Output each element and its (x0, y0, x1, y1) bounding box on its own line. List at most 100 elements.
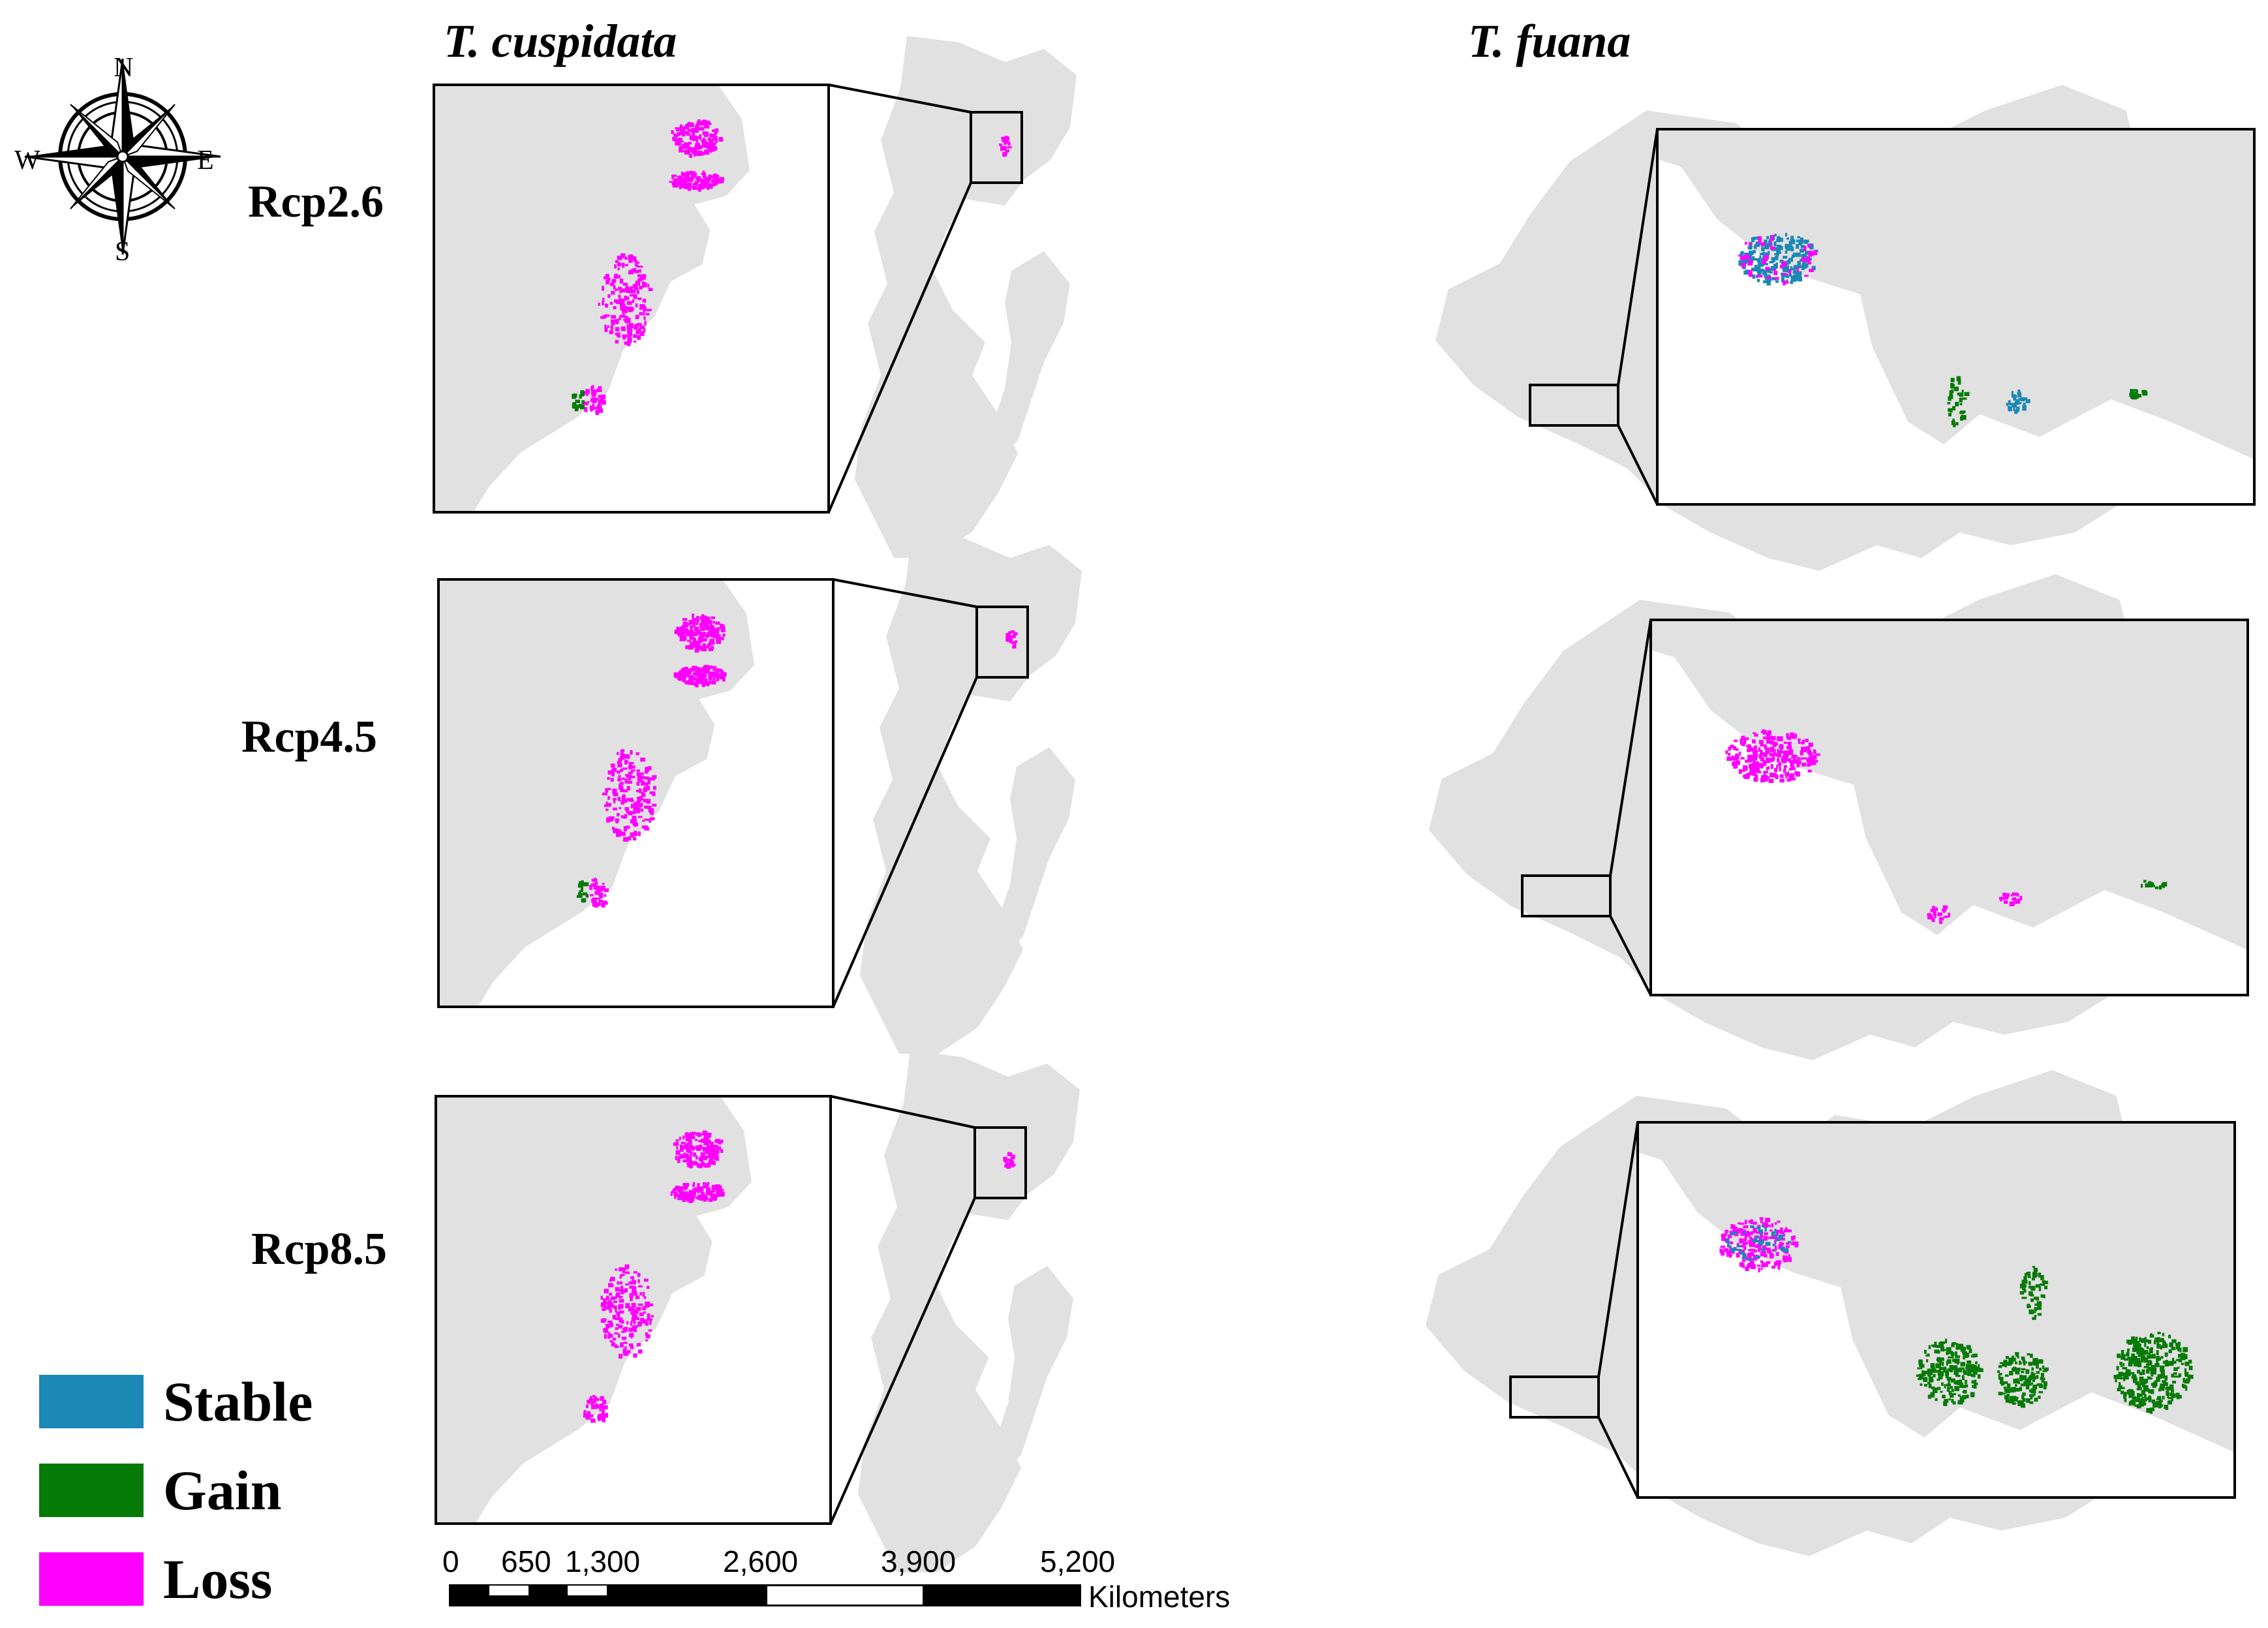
gain-cluster (1947, 376, 1970, 427)
connector-line (828, 84, 972, 114)
scale-tick-1300: 1,300 (565, 1544, 641, 1578)
cuspidata-overview-map (855, 36, 1077, 558)
cuspidata-inset-land (434, 85, 750, 512)
land-area-islands (992, 251, 1070, 460)
compass-w-label: W (14, 146, 40, 176)
fuana-inset-land (1638, 1122, 2235, 1452)
loss-cluster-south (585, 878, 609, 908)
fuana-inset-land (1651, 620, 2248, 950)
fuana-inset-frame (1636, 1121, 2236, 1499)
gain-cluster-2 (1997, 1352, 2049, 1408)
loss-cluster-middle (602, 749, 657, 842)
scenario-label-rcp45: Rcp4.5 (241, 712, 378, 762)
scenario-label-rcp26: Rcp2.6 (248, 177, 384, 227)
scale-unit-label: Kilometers (1088, 1580, 1231, 1614)
legend-item-stable: Stable (39, 1369, 313, 1434)
compass-s-label: S (115, 237, 130, 267)
cuspidata-panel-1 (433, 36, 1077, 558)
gain-cluster-south (572, 390, 585, 412)
legend-label-loss: Loss (163, 1548, 273, 1610)
scale-tick-0: 0 (442, 1544, 459, 1578)
legend-item-loss: Loss (39, 1546, 272, 1612)
fuana-inset-frame (1656, 128, 2256, 506)
cuspidata-overview-map (860, 532, 1082, 1054)
loss-cluster-middle (600, 1264, 654, 1359)
loss-cluster-south (583, 1395, 609, 1423)
loss-cluster-north-2 (669, 170, 725, 192)
fuana-panel-2 (1429, 574, 2249, 1060)
cuspidata-locator-box (973, 1126, 1027, 1199)
legend-swatch-loss (39, 1552, 144, 1606)
cuspidata-panel-2 (437, 532, 1082, 1054)
cuspidata-overview-map (858, 1051, 1080, 1573)
stable-cluster (1726, 1224, 1792, 1261)
fuana-panel-3 (1426, 1070, 2236, 1556)
gain-cluster (1916, 1338, 1984, 1406)
stable-cluster-2 (2006, 390, 2030, 414)
loss-cluster-north (673, 1130, 724, 1169)
locator-speckles (999, 136, 1012, 157)
connector-line (827, 182, 972, 513)
connector-line (830, 1095, 975, 1129)
fuana-locator-box (1521, 874, 1612, 917)
compass-n-label: N (114, 53, 134, 83)
species-title-cuspidata: T. cuspidata (444, 15, 677, 67)
connector-line (833, 578, 977, 608)
fuana-inset-frame (1649, 619, 2249, 996)
gain-cluster-south (576, 880, 589, 903)
land-area-islands (995, 1266, 1073, 1475)
gain-cluster-3 (2113, 1332, 2194, 1414)
species-title-fuana: T. fuana (1468, 15, 1631, 67)
loss-cluster-north (674, 613, 726, 653)
compass-e-label: E (197, 146, 214, 176)
scale-tick-5200: 5,200 (1040, 1544, 1116, 1578)
connector-line (832, 677, 978, 1007)
legend-swatch-gain (39, 1464, 144, 1517)
scale-tick-650: 650 (501, 1544, 551, 1578)
cuspidata-inset-land (438, 579, 754, 1007)
fuana-inset-land (1657, 129, 2254, 459)
connector-line (1609, 915, 1652, 996)
land-area-islands (997, 747, 1075, 956)
connector-line (1617, 425, 1659, 505)
gain-cluster (2140, 880, 2168, 890)
loss-cluster (1725, 729, 1820, 783)
legend-item-gain: Gain (39, 1458, 282, 1523)
connector-line (1609, 619, 1652, 876)
connector-line (1597, 1417, 1639, 1498)
cuspidata-panel-3 (435, 1051, 1080, 1573)
cuspidata-inset-land (436, 1096, 752, 1524)
fuana-locator-box (1529, 384, 1619, 427)
loss-cluster-north-2 (670, 1182, 725, 1203)
scale-tick-3900: 3,900 (881, 1544, 957, 1578)
loss-cluster-2 (1927, 905, 1950, 924)
gain-cluster-4 (2019, 1266, 2048, 1320)
connector-line (829, 1197, 976, 1524)
cuspidata-locator-box (970, 111, 1023, 184)
loss-cluster-north-2 (673, 665, 727, 688)
cuspidata-inset-frame (435, 1095, 832, 1525)
scale-tick-2600: 2,600 (723, 1544, 799, 1578)
legend-label-gain: Gain (163, 1459, 282, 1522)
loss-cluster-north (671, 119, 724, 158)
cuspidata-inset-frame (437, 578, 835, 1008)
locator-speckles (1003, 1152, 1016, 1169)
cuspidata-locator-box (975, 606, 1029, 679)
scale-bar (449, 1584, 1081, 1606)
scenario-label-rcp85: Rcp8.5 (251, 1224, 388, 1274)
loss-cluster-south (581, 385, 606, 415)
gain-cluster-2 (2129, 389, 2148, 400)
connector-line (1617, 129, 1659, 386)
compass-rose-icon (24, 58, 221, 255)
locator-speckles (1005, 630, 1018, 649)
loss-cluster-3 (1999, 892, 2023, 906)
loss-cluster (1738, 235, 1818, 286)
legend-label-stable: Stable (163, 1370, 313, 1433)
loss-cluster-middle (598, 253, 653, 346)
connector-line (1597, 1122, 1639, 1377)
fuana-panel-1 (1435, 85, 2256, 571)
fuana-locator-box (1509, 1375, 1600, 1419)
legend-swatch-stable (39, 1375, 144, 1428)
